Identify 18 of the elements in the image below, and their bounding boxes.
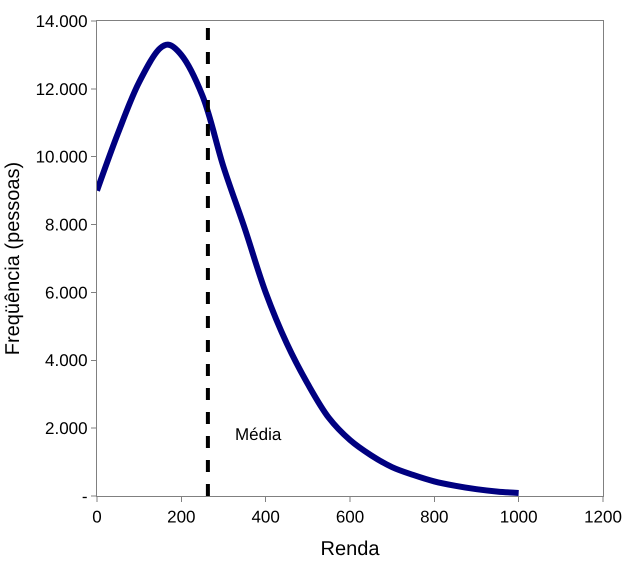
y-tick-label: 8.000 <box>45 216 88 235</box>
y-tick-label: 6.000 <box>45 283 88 302</box>
y-tick-label: 12.000 <box>36 80 88 99</box>
x-tick-label: 800 <box>420 507 449 526</box>
x-tick-label: 1000 <box>500 507 538 526</box>
y-tick-label: 4.000 <box>45 351 88 370</box>
y-tick-label: 2.000 <box>45 419 88 438</box>
x-axis-title: Renda <box>320 538 380 560</box>
x-tick-label: 1200 <box>584 507 622 526</box>
y-tick-label: - <box>82 486 88 506</box>
x-tick-label: 400 <box>251 507 280 526</box>
x-tick-label: 200 <box>167 507 196 526</box>
ref-line-label: Média <box>235 425 282 444</box>
y-tick-label: 10.000 <box>36 148 88 167</box>
x-tick-label: 0 <box>92 507 102 526</box>
y-axis-title: Freqüência (pessoas) <box>2 162 24 356</box>
x-tick-label: 600 <box>336 507 364 526</box>
y-tick-label: 14.000 <box>36 12 88 31</box>
